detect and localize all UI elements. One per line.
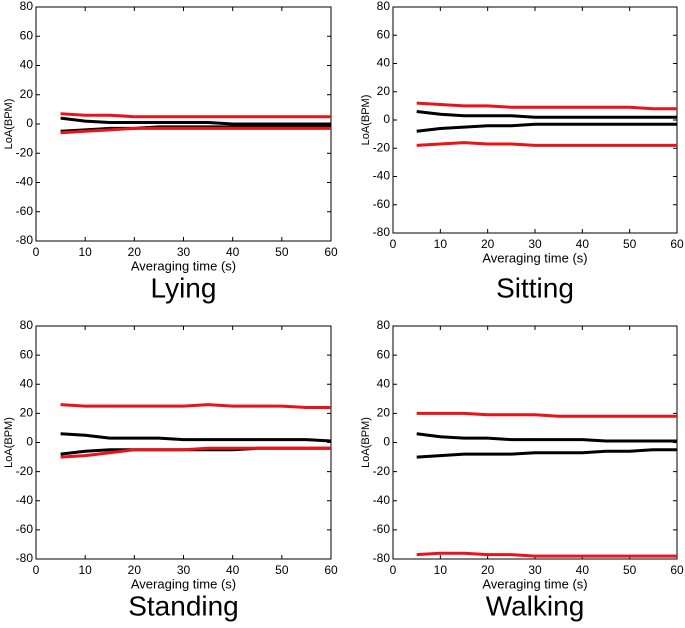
y-tick-label: 80 xyxy=(377,0,391,13)
y-tick-label: 40 xyxy=(20,376,34,390)
y-tick-label: -80 xyxy=(16,551,34,565)
x-tick-label: 30 xyxy=(528,237,542,251)
y-axis-label: LoA(BPM) xyxy=(3,99,15,150)
x-tick-label: 30 xyxy=(528,563,542,577)
x-tick-label: 40 xyxy=(576,563,590,577)
y-tick-label: -60 xyxy=(373,197,391,211)
x-tick-label: 50 xyxy=(275,245,289,259)
x-tick-label: 10 xyxy=(78,563,92,577)
y-tick-label: 0 xyxy=(26,116,33,130)
x-axis-label: Averaging time (s) xyxy=(131,258,236,273)
data-line xyxy=(416,141,677,147)
x-tick-label: 20 xyxy=(481,237,495,251)
x-axis-label: Averaging time (s) xyxy=(482,250,587,265)
data-line xyxy=(416,551,677,558)
x-tick-label: 0 xyxy=(390,563,397,577)
x-tick-label: 60 xyxy=(324,563,338,577)
y-tick-label: 0 xyxy=(26,435,33,449)
x-tick-label: 20 xyxy=(128,563,142,577)
y-tick-label: 20 xyxy=(377,406,391,420)
chart-panel: -80 -60 -40 -20 0 20 40 60 80 0 10 20 30 40 50 60 Averag… xyxy=(3,318,338,621)
data-line xyxy=(416,432,677,443)
y-tick-label: -80 xyxy=(373,551,391,565)
data-line xyxy=(60,112,331,119)
y-tick-label: -40 xyxy=(16,493,34,507)
x-tick-label: 10 xyxy=(78,245,92,259)
x-tick-label: 0 xyxy=(33,563,40,577)
y-tick-label: 60 xyxy=(377,27,391,41)
panel-title: Walking xyxy=(486,590,585,621)
panel-title: Sitting xyxy=(496,272,574,303)
y-tick-label: -40 xyxy=(16,175,34,189)
y-axis-label: LoA(BPM) xyxy=(360,95,372,146)
y-tick-label: -80 xyxy=(373,225,391,239)
y-tick-label: -20 xyxy=(373,464,391,478)
data-line xyxy=(416,122,677,133)
plot-frame xyxy=(35,325,332,560)
x-tick-label: 60 xyxy=(324,245,338,259)
data-line xyxy=(416,110,677,119)
x-tick-label: 20 xyxy=(128,245,142,259)
data-line xyxy=(60,446,331,459)
y-tick-label: -60 xyxy=(373,522,391,536)
x-tick-label: 50 xyxy=(623,563,637,577)
y-tick-label: 20 xyxy=(20,87,34,101)
x-tick-label: 60 xyxy=(670,237,684,251)
y-tick-label: 60 xyxy=(20,347,34,361)
data-line xyxy=(416,411,677,418)
y-tick-label: 60 xyxy=(377,347,391,361)
y-tick-label: -20 xyxy=(373,140,391,154)
x-tick-label: 30 xyxy=(177,245,191,259)
data-line xyxy=(60,432,332,443)
panel-title: Lying xyxy=(151,272,217,303)
x-tick-label: 40 xyxy=(226,563,240,577)
data-line xyxy=(60,126,331,135)
data-line xyxy=(416,448,677,459)
x-tick-label: 30 xyxy=(177,563,191,577)
y-tick-label: -40 xyxy=(373,169,391,183)
x-tick-label: 50 xyxy=(275,563,289,577)
y-tick-label: -80 xyxy=(16,233,34,247)
y-tick-label: -60 xyxy=(16,522,34,536)
x-tick-label: 20 xyxy=(481,563,495,577)
y-tick-label: 20 xyxy=(377,84,391,98)
y-tick-label: -20 xyxy=(16,464,34,478)
y-tick-label: 80 xyxy=(20,0,34,13)
plot-frame xyxy=(392,6,678,234)
x-tick-label: 10 xyxy=(434,237,448,251)
x-tick-label: 0 xyxy=(390,237,397,251)
data-line xyxy=(60,116,331,126)
y-tick-label: 40 xyxy=(20,58,34,72)
y-axis-label: LoA(BPM) xyxy=(360,417,372,468)
y-tick-label: 40 xyxy=(377,56,391,70)
y-axis-label: LoA(BPM) xyxy=(3,417,15,468)
chart-panel: -80 -60 -40 -20 0 20 40 60 80 0 10 20 30 40 50 60 Averag… xyxy=(360,0,684,303)
x-tick-label: 40 xyxy=(576,237,590,251)
x-tick-label: 40 xyxy=(226,245,240,259)
x-tick-label: 60 xyxy=(670,563,684,577)
x-tick-label: 0 xyxy=(33,245,40,259)
chart-panel: -80 -60 -40 -20 0 20 40 60 80 0 10 20 30 40 50 60 Averag… xyxy=(3,0,338,303)
y-tick-label: 0 xyxy=(383,435,390,449)
y-tick-label: 80 xyxy=(20,318,34,332)
x-axis-label: Averaging time (s) xyxy=(482,576,587,591)
y-tick-label: 60 xyxy=(20,28,34,42)
x-tick-label: 50 xyxy=(623,237,637,251)
y-tick-label: -20 xyxy=(16,145,34,159)
y-tick-label: 80 xyxy=(377,318,391,332)
data-line xyxy=(416,101,677,111)
y-tick-label: 0 xyxy=(383,112,390,126)
data-line xyxy=(60,403,331,409)
panel-title: Standing xyxy=(128,590,239,621)
y-tick-label: 40 xyxy=(377,376,391,390)
y-tick-label: -40 xyxy=(373,493,391,507)
x-tick-label: 10 xyxy=(434,563,448,577)
y-tick-label: 20 xyxy=(20,406,34,420)
y-tick-label: -60 xyxy=(16,204,34,218)
chart-panel: -80 -60 -40 -20 0 20 40 60 80 0 10 20 30 40 50 60 Averag… xyxy=(360,318,684,621)
x-axis-label: Averaging time (s) xyxy=(131,576,236,591)
